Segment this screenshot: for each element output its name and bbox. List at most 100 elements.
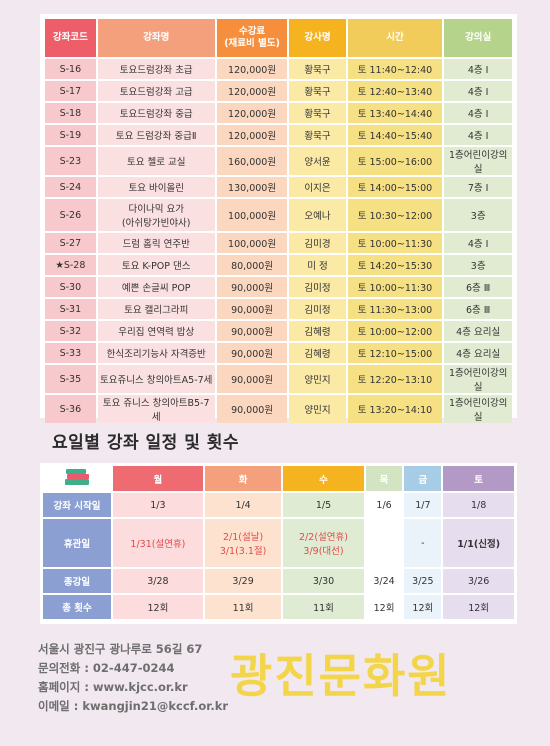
book-stack-icon [43,466,111,491]
course-row: S-31 토요 캘리그라피 90,000원 김미정 토 11:30~13:00 6층 Ⅲ [45,299,512,319]
header-name: 강좌명 [97,19,215,57]
schedule-cell: 3/29 [204,569,282,593]
course-code: S-17 [45,81,96,101]
instructor: 김미정 [289,299,346,319]
header-fee: 수강료 (재료비 별도) [216,19,288,57]
course-fee: 90,000원 [216,343,288,363]
classroom: 4층 I [444,233,512,253]
course-name: 토요쥬니스 창의아트A5-7세 [97,365,215,393]
instructor: 양민지 [289,365,346,393]
course-time: 토 13:40~14:40 [347,103,443,123]
course-code: S-24 [45,177,96,197]
instructor: 오예나 [289,199,346,231]
course-name: 토요 드럼강좌 중급Ⅱ [97,125,215,145]
classroom: 6층 Ⅲ [444,299,512,319]
classroom: 4층 요리실 [444,343,512,363]
header-instructor: 강사명 [289,19,346,57]
schedule-cell: 3/25 [404,569,442,593]
course-code: S-19 [45,125,96,145]
schedule-cell: 1/5 [283,493,364,517]
schedule-cell: 11회 [204,595,282,619]
course-time: 토 14:40~15:40 [347,125,443,145]
course-code: S-36 [45,395,96,423]
schedule-row: 총 횟수 12회 11회 11회 12회 12회 12회 [43,595,514,619]
course-fee: 120,000원 [216,125,288,145]
course-row: S-27 드럼 홈릭 연주반 100,000원 김미경 토 10:00~11:30 4층 … [45,233,512,253]
schedule-cell: 2/1(설날) 3/1(3.1절) [204,519,282,567]
schedule-cell: 1/7 [404,493,442,517]
course-fee: 100,000원 [216,199,288,231]
schedule-cell: 12회 [365,595,403,619]
course-time: 토 15:00~16:00 [347,147,443,175]
course-time: 토 11:30~13:00 [347,299,443,319]
course-code: ★S-28 [45,255,96,275]
day-mon: 월 [113,466,203,491]
classroom: 4층 I [444,103,512,123]
course-time: 토 14:20~15:30 [347,255,443,275]
course-header-row: 강좌코드 강좌명 수강료 (재료비 별도) 강사명 시간 강의실 [45,19,512,57]
course-code: S-18 [45,103,96,123]
instructor: 양민지 [289,395,346,423]
contact-info: 서울시 광진구 광나루로 56길 67 문의전화 : 02-447-0244 홈… [38,640,228,716]
course-row: S-17 토요드럼강좌 고급 120,000원 황묵구 토 12:40~13:40 4층 … [45,81,512,101]
header-time: 시간 [347,19,443,57]
instructor: 김혜령 [289,321,346,341]
course-code: S-33 [45,343,96,363]
course-row: S-24 토요 바이올린 130,000원 이지은 토 14:00~15:00 7층 I [45,177,512,197]
course-code: S-23 [45,147,96,175]
schedule-cell: 3/28 [113,569,203,593]
classroom: 1층어린이강의실 [444,365,512,393]
classroom: 7층 I [444,177,512,197]
course-name: 토요드럼강좌 중급 [97,103,215,123]
schedule-cell: 1/8 [443,493,514,517]
course-fee: 90,000원 [216,321,288,341]
course-fee: 120,000원 [216,59,288,79]
schedule-cell: 2/2(설연휴) 3/9(대선) [283,519,364,567]
course-fee: 120,000원 [216,81,288,101]
course-row: S-16 토요드럼강좌 초급 120,000원 황묵구 토 11:40~12:40 4층 … [45,59,512,79]
course-code: S-35 [45,365,96,393]
instructor: 미 정 [289,255,346,275]
header-room: 강의실 [444,19,512,57]
organization-logo-text: 광진문화원 [230,649,452,703]
course-name: 예쁜 손글씨 POP [97,277,215,297]
course-time: 토 11:40~12:40 [347,59,443,79]
course-time: 토 12:20~13:10 [347,365,443,393]
classroom: 4층 I [444,81,512,101]
course-code: S-27 [45,233,96,253]
instructor: 황묵구 [289,103,346,123]
instructor: 김미정 [289,277,346,297]
course-fee: 90,000원 [216,395,288,423]
course-row: S-30 예쁜 손글씨 POP 90,000원 김미정 토 10:00~11:30 6층 … [45,277,512,297]
classroom: 4층 I [444,125,512,145]
course-fee: 130,000원 [216,177,288,197]
course-row: S-33 한식조리기능사 자격증반 90,000원 김혜령 토 12:10~15:00 4… [45,343,512,363]
instructor: 김혜령 [289,343,346,363]
schedule-cell: 11회 [283,595,364,619]
course-name: 토요 쥬니스 창의아트B5-7세 [97,395,215,423]
schedule-cell: 1/31(설연휴) [113,519,203,567]
day-sat: 토 [443,466,514,491]
schedule-row-label: 휴관일 [43,519,111,567]
course-name: 한식조리기능사 자격증반 [97,343,215,363]
schedule-cell: 12회 [404,595,442,619]
schedule-row: 휴관일 1/31(설연휴) 2/1(설날) 3/1(3.1절) 2/2(설연휴) 3/… [43,519,514,567]
instructor: 황묵구 [289,125,346,145]
schedule-cell: 1/1(신정) [443,519,514,567]
schedule-row-label: 총 횟수 [43,595,111,619]
schedule-cell: - [404,519,442,567]
course-name: 토요 첼로 교실 [97,147,215,175]
course-row: S-18 토요드럼강좌 중급 120,000원 황묵구 토 13:40~14:40 4층 … [45,103,512,123]
classroom: 4층 I [444,59,512,79]
schedule-row: 종강일 3/28 3/29 3/30 3/24 3/25 3/26 [43,569,514,593]
schedule-row-label: 강좌 시작일 [43,493,111,517]
course-table: 강좌코드 강좌명 수강료 (재료비 별도) 강사명 시간 강의실 S-16 토요드… [43,17,514,425]
course-time: 토 10:00~11:30 [347,277,443,297]
course-name: 드럼 홈릭 연주반 [97,233,215,253]
course-row: S-26 다이나믹 요가 (아쉬탕가빈야사) 100,000원 오예나 토 10:30~… [45,199,512,231]
course-code: S-26 [45,199,96,231]
course-time: 토 10:30~12:00 [347,199,443,231]
course-row: S-35 토요쥬니스 창의아트A5-7세 90,000원 양민지 토 12:20~13:… [45,365,512,393]
instructor: 이지은 [289,177,346,197]
